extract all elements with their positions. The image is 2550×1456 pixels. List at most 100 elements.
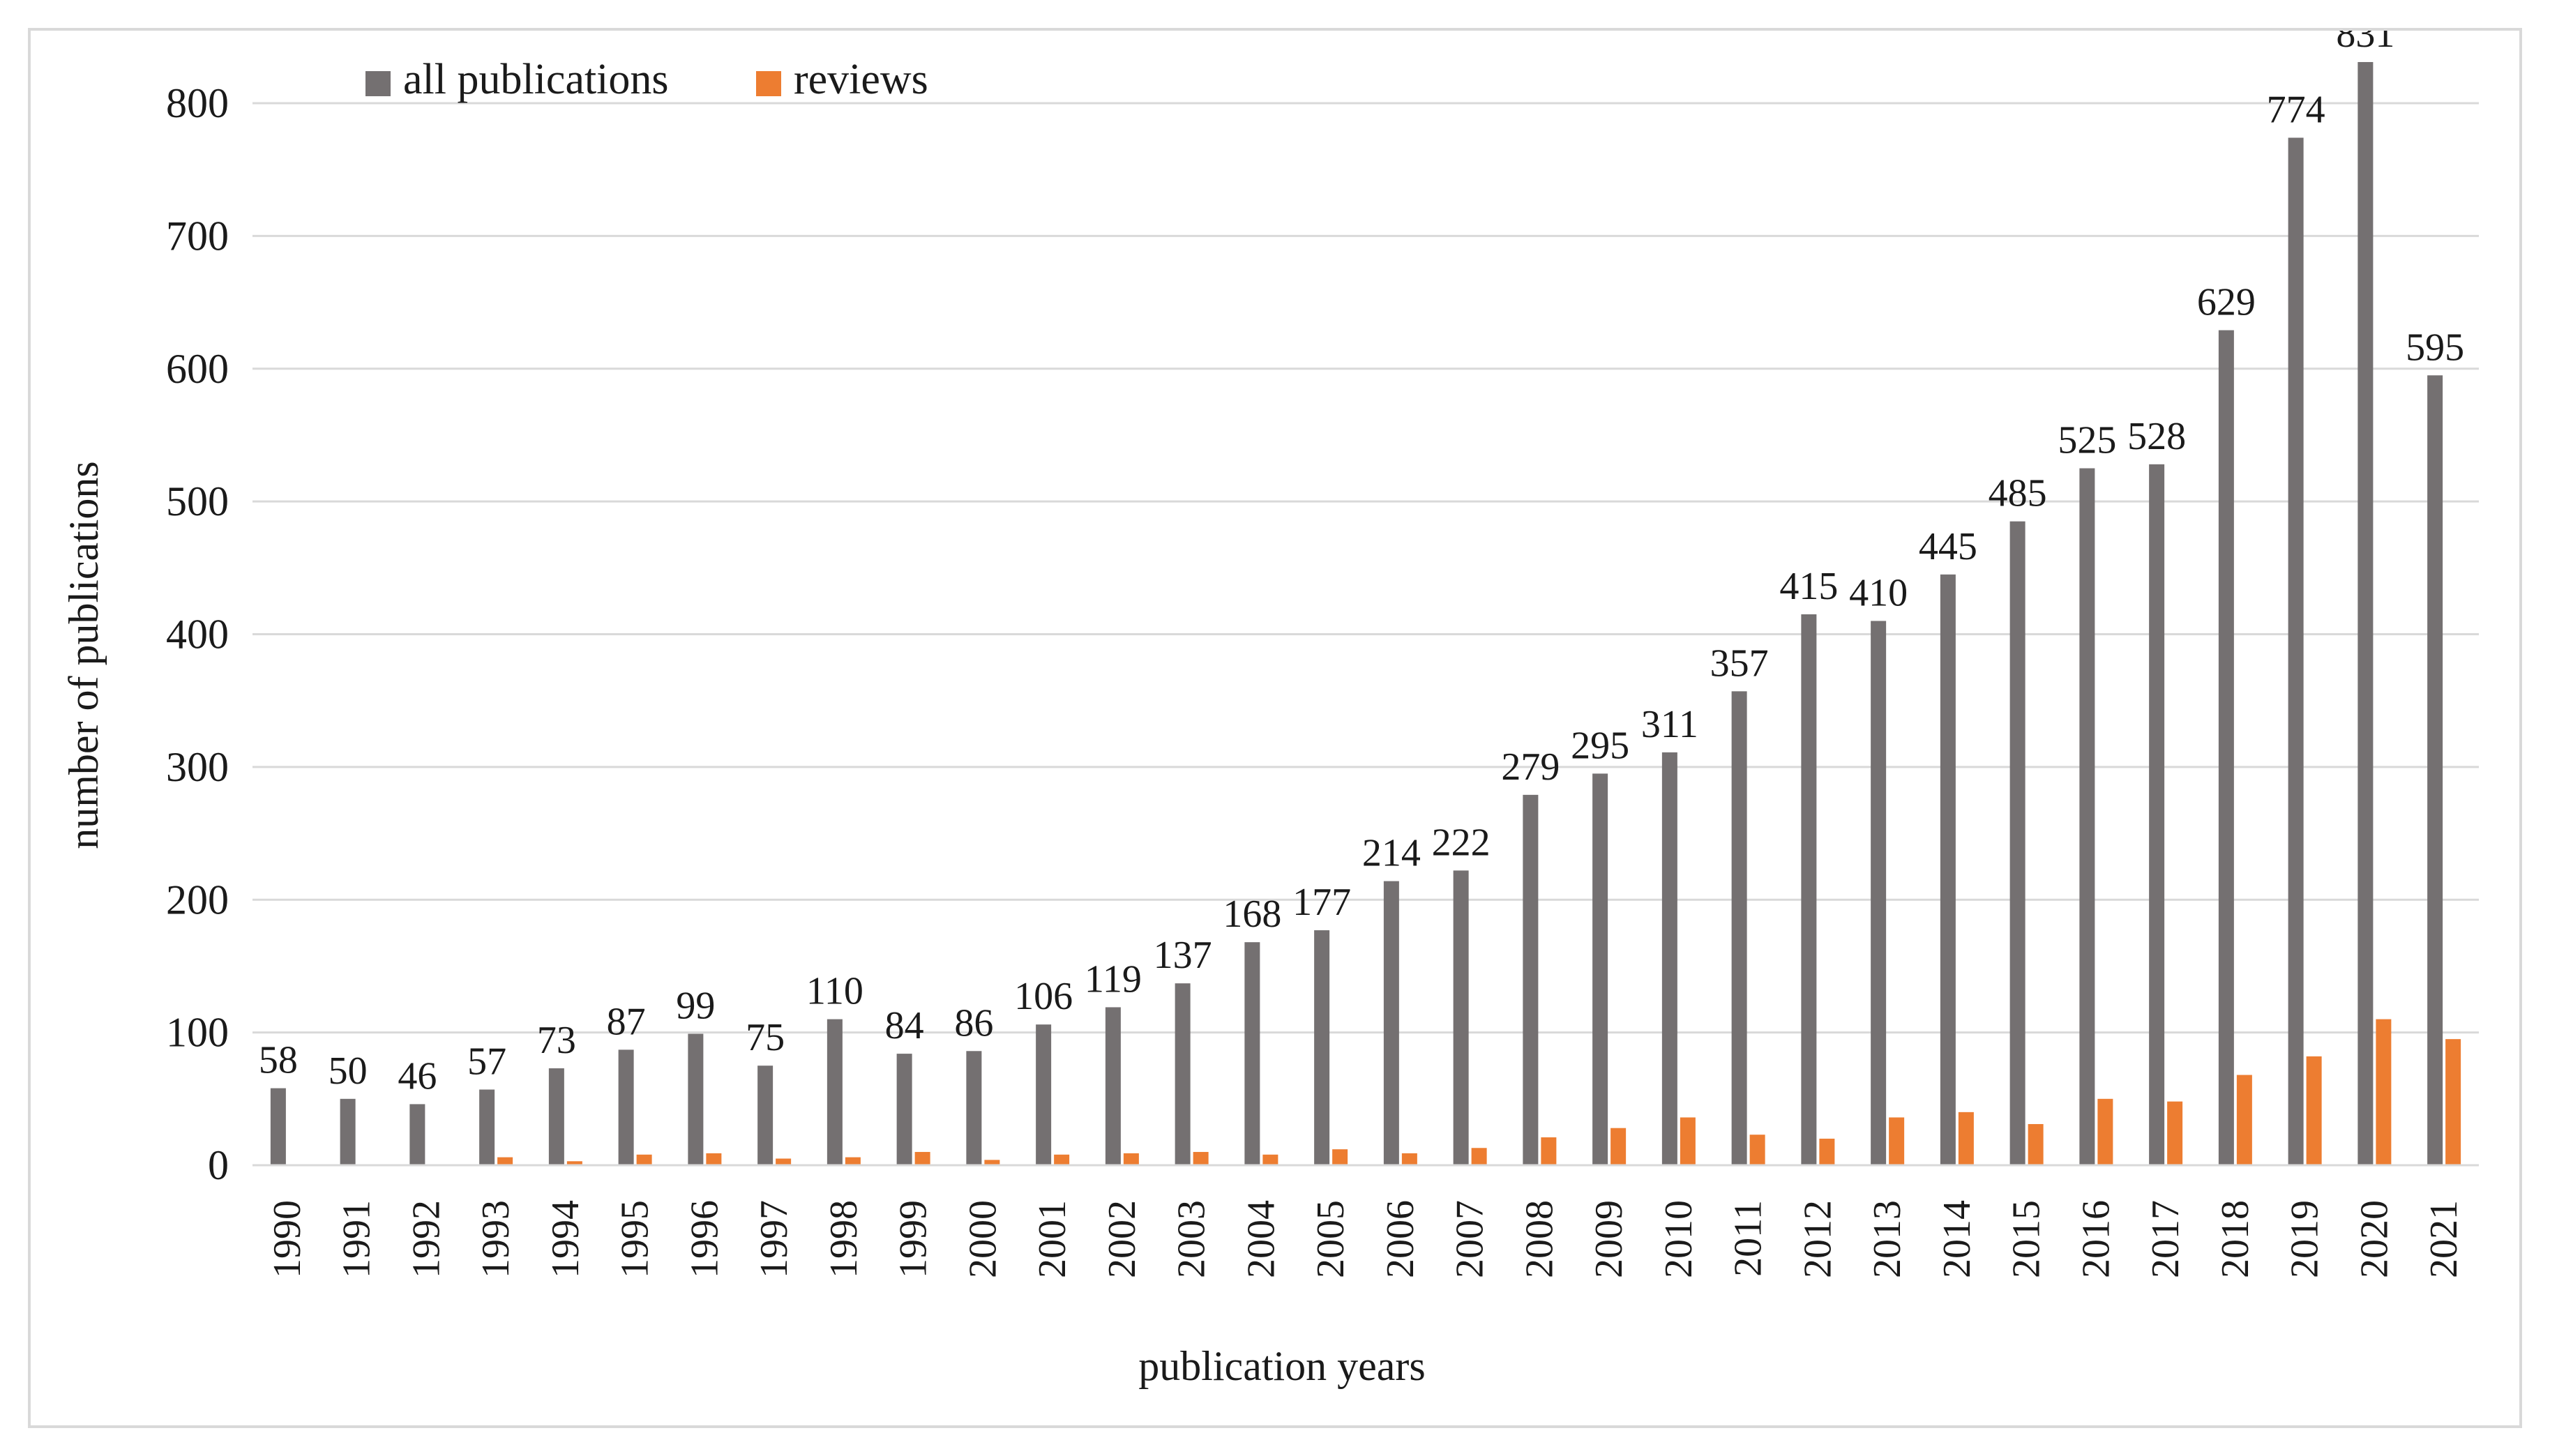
x-tick-label: 2001 <box>1031 1200 1074 1278</box>
bar-reviews <box>2445 1039 2461 1165</box>
y-axis-title: number of publications <box>61 461 107 849</box>
bar-all-publications <box>757 1066 773 1165</box>
bar-all-publications <box>340 1099 356 1165</box>
bar-all-publications <box>479 1089 495 1165</box>
data-label: 485 <box>1989 472 2047 515</box>
bars <box>271 62 2461 1165</box>
data-label: 99 <box>676 985 715 1028</box>
x-tick-label: 1994 <box>544 1200 587 1278</box>
x-tick-label: 2007 <box>1449 1200 1492 1278</box>
bar-reviews <box>1819 1139 1834 1165</box>
bar-all-publications <box>1384 881 1399 1165</box>
bar-all-publications <box>2427 375 2443 1165</box>
bar-all-publications <box>619 1049 634 1165</box>
y-tick-label: 700 <box>166 213 229 259</box>
y-tick-label: 800 <box>166 80 229 126</box>
x-tick-label: 1993 <box>474 1200 518 1278</box>
data-label: 84 <box>885 1004 924 1047</box>
data-label: 106 <box>1014 975 1073 1018</box>
x-tick-label: 1997 <box>753 1200 796 1278</box>
legend-swatch-all-publications <box>365 71 391 96</box>
bar-reviews <box>1332 1149 1348 1165</box>
x-tick-label: 1991 <box>335 1200 379 1278</box>
x-tick-label: 1996 <box>683 1200 726 1278</box>
bar-reviews <box>1124 1153 1139 1165</box>
bar-all-publications <box>1940 575 1956 1165</box>
bar-all-publications <box>1175 983 1191 1165</box>
bar-all-publications <box>1523 795 1538 1165</box>
bar-all-publications <box>2010 522 2025 1165</box>
bar-reviews <box>2097 1099 2113 1165</box>
x-tick-label: 1995 <box>614 1200 657 1278</box>
chart-frame: 58 50 46 57 73 87 99 75 110 84 86 106 119 137 168 177 21… <box>28 28 2522 1428</box>
gridlines <box>252 103 2479 1033</box>
bar-reviews <box>497 1158 513 1165</box>
y-tick-label: 100 <box>166 1010 229 1056</box>
x-axis-title: publication years <box>1138 1343 1426 1389</box>
legend-swatch-reviews <box>756 71 781 96</box>
bar-all-publications <box>1244 942 1260 1165</box>
x-tick-label: 2019 <box>2284 1200 2327 1278</box>
x-tick-label: 2003 <box>1170 1200 1214 1278</box>
bar-all-publications <box>1106 1007 1121 1165</box>
x-tick-label: 2000 <box>961 1200 1004 1278</box>
data-label: 279 <box>1501 745 1560 789</box>
bar-reviews <box>1959 1112 1974 1165</box>
data-label: 214 <box>1362 832 1421 875</box>
data-label: 595 <box>2406 326 2464 369</box>
legend: all publications reviews <box>365 56 928 103</box>
data-label: 410 <box>1849 571 1908 614</box>
x-tick-label: 2012 <box>1796 1200 1839 1278</box>
bar-all-publications <box>688 1034 703 1165</box>
x-tick-label: 1990 <box>266 1200 309 1278</box>
bar-all-publications <box>2288 137 2304 1165</box>
data-label: 629 <box>2197 281 2256 324</box>
bar-all-publications <box>966 1051 981 1165</box>
bar-reviews <box>1193 1152 1209 1165</box>
x-axis-ticks: 1990 1991 1992 1993 1994 1995 1996 1997 1998 1999… <box>266 1200 2466 1278</box>
x-tick-label: 2011 <box>1727 1200 1770 1277</box>
bar-reviews <box>1750 1135 1765 1165</box>
x-tick-label: 1998 <box>822 1200 866 1278</box>
bar-all-publications <box>1314 930 1329 1165</box>
data-label: 87 <box>607 1000 646 1043</box>
bar-reviews <box>845 1158 861 1165</box>
x-tick-label: 2016 <box>2074 1200 2118 1278</box>
data-label: 357 <box>1710 642 1769 685</box>
x-tick-label: 2010 <box>1657 1200 1700 1278</box>
bar-reviews <box>1541 1137 1556 1165</box>
bar-all-publications <box>549 1068 564 1165</box>
x-tick-label: 2006 <box>1379 1200 1422 1278</box>
bar-all-publications <box>271 1089 286 1165</box>
x-tick-label: 2020 <box>2353 1200 2396 1278</box>
data-label: 86 <box>954 1001 993 1045</box>
data-label: 445 <box>1919 525 1977 568</box>
bar-all-publications <box>409 1104 425 1165</box>
bar-reviews <box>915 1152 930 1165</box>
bar-reviews <box>2028 1124 2044 1165</box>
y-tick-label: 400 <box>166 612 229 658</box>
bar-all-publications <box>827 1019 843 1165</box>
bar-all-publications <box>1801 614 1816 1165</box>
data-label: 168 <box>1223 893 1281 936</box>
bar-all-publications <box>897 1054 912 1165</box>
bar-all-publications <box>2149 464 2164 1165</box>
x-tick-label: 2009 <box>1587 1200 1631 1278</box>
data-label: 110 <box>806 970 863 1013</box>
legend-label-reviews: reviews <box>794 56 928 103</box>
bar-reviews <box>1054 1155 1069 1165</box>
x-tick-label: 1999 <box>892 1200 935 1278</box>
data-label: 295 <box>1571 724 1629 767</box>
legend-label-all-publications: all publications <box>403 56 669 103</box>
data-label: 222 <box>1432 821 1491 864</box>
data-label: 415 <box>1779 565 1838 608</box>
x-tick-label: 1992 <box>405 1200 448 1278</box>
x-tick-label: 2013 <box>1866 1200 1909 1278</box>
x-tick-label: 2021 <box>2422 1200 2466 1278</box>
bar-reviews <box>637 1155 652 1165</box>
bar-reviews <box>1262 1155 1278 1165</box>
bar-reviews <box>2376 1019 2391 1165</box>
bar-all-publications <box>1036 1024 1051 1165</box>
bar-reviews <box>706 1153 721 1165</box>
data-label: 46 <box>398 1054 437 1098</box>
